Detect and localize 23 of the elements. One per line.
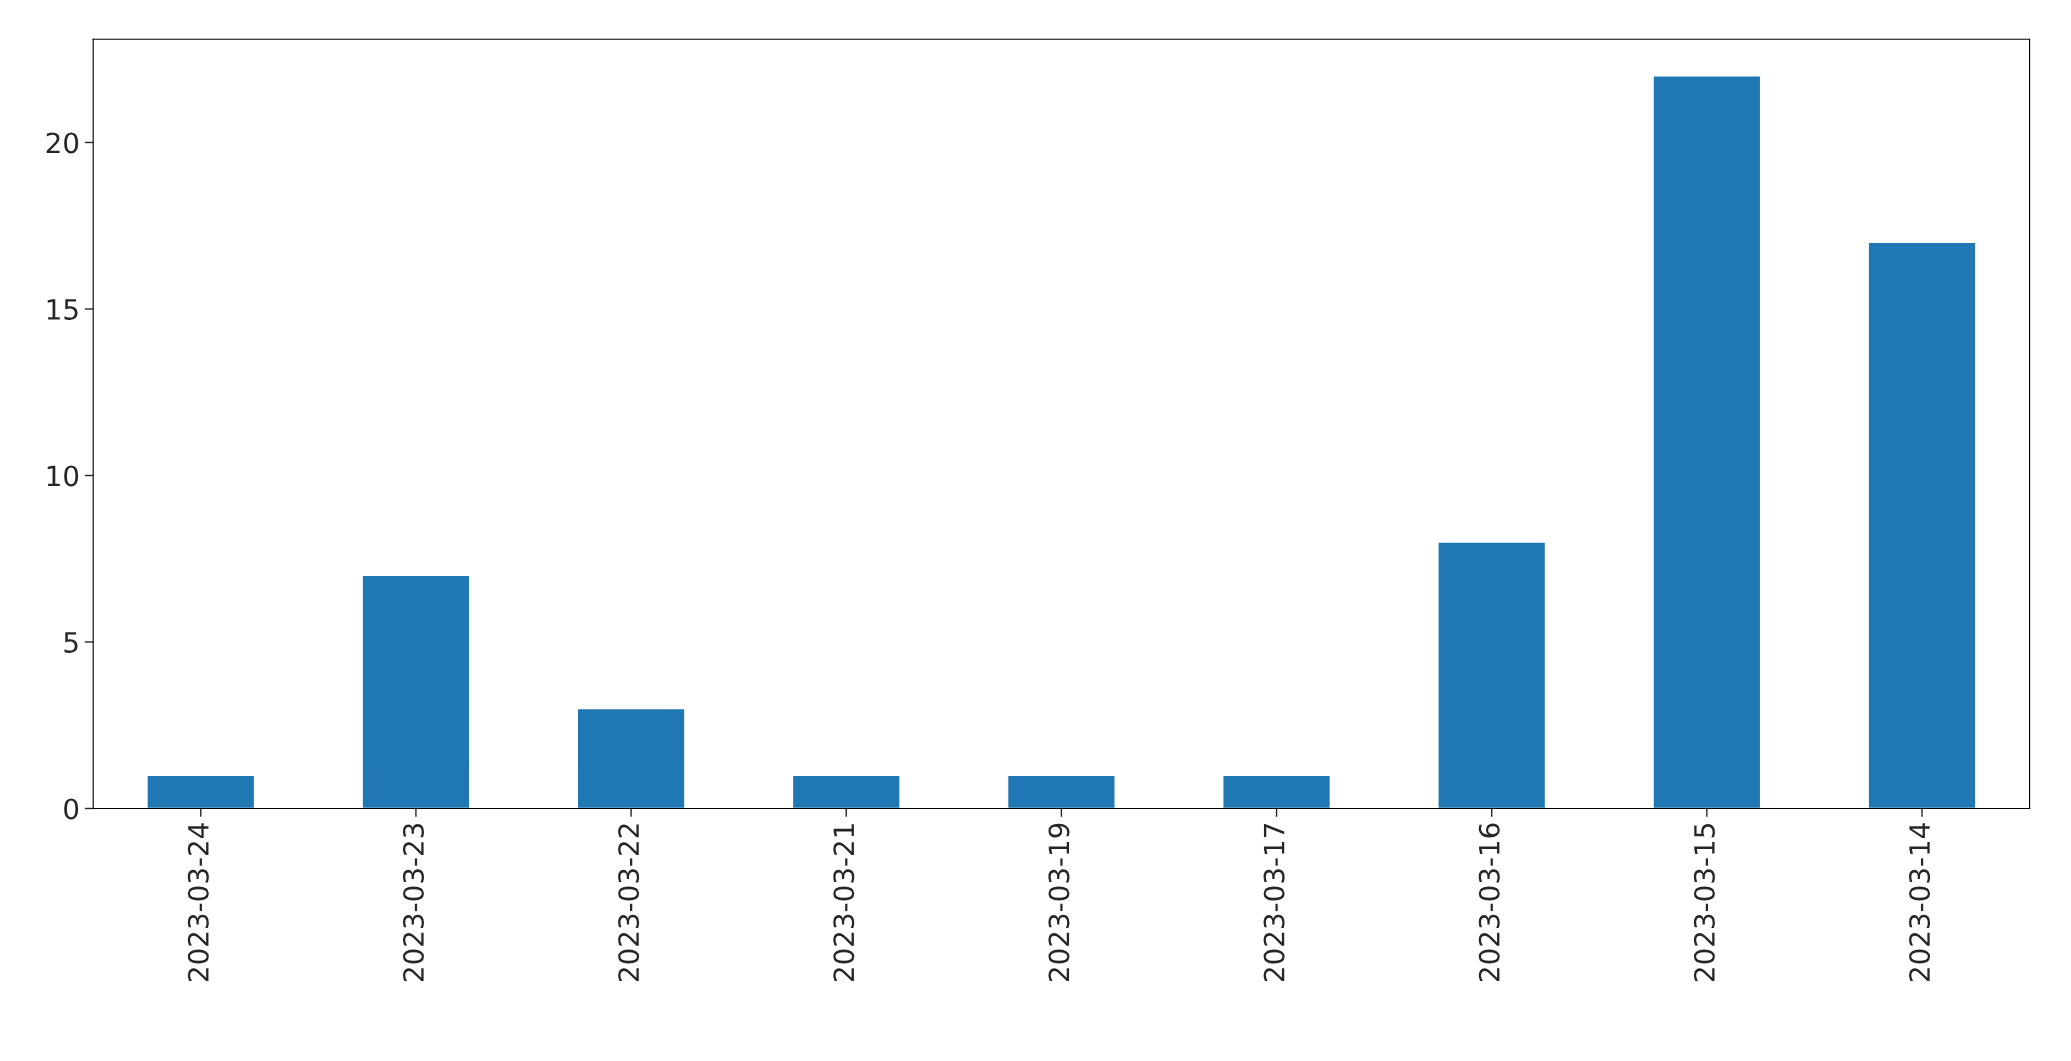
bar xyxy=(1222,774,1332,809)
x-tick-label: 2023-03-21 xyxy=(833,824,855,982)
y-tick-label: 15 xyxy=(47,299,78,320)
x-tick-label: 2023-03-14 xyxy=(1909,823,1931,982)
x-tick-label: 2023-03-22 xyxy=(618,824,640,982)
bar xyxy=(361,574,471,809)
x-tick-label: 2023-03-23 xyxy=(402,823,424,982)
bar xyxy=(1006,774,1116,809)
y-tick-label: 0 xyxy=(64,798,79,820)
x-tick-label: 2023-03-19 xyxy=(1048,823,1070,982)
bar xyxy=(1652,75,1762,809)
x-tick-label: 2023-03-17 xyxy=(1263,824,1285,982)
x-tick-label: 2023-03-15 xyxy=(1693,824,1715,982)
y-tick-label: 5 xyxy=(64,632,78,653)
bar xyxy=(1437,541,1547,809)
y-tick-label: 20 xyxy=(46,132,79,154)
bar xyxy=(576,707,686,809)
bar xyxy=(146,774,256,809)
y-tick-label: 10 xyxy=(47,465,79,487)
x-tick-label: 2023-03-16 xyxy=(1478,823,1500,982)
bar xyxy=(1867,241,1977,809)
x-tick-label: 2023-03-24 xyxy=(187,823,209,982)
bar xyxy=(791,774,901,809)
